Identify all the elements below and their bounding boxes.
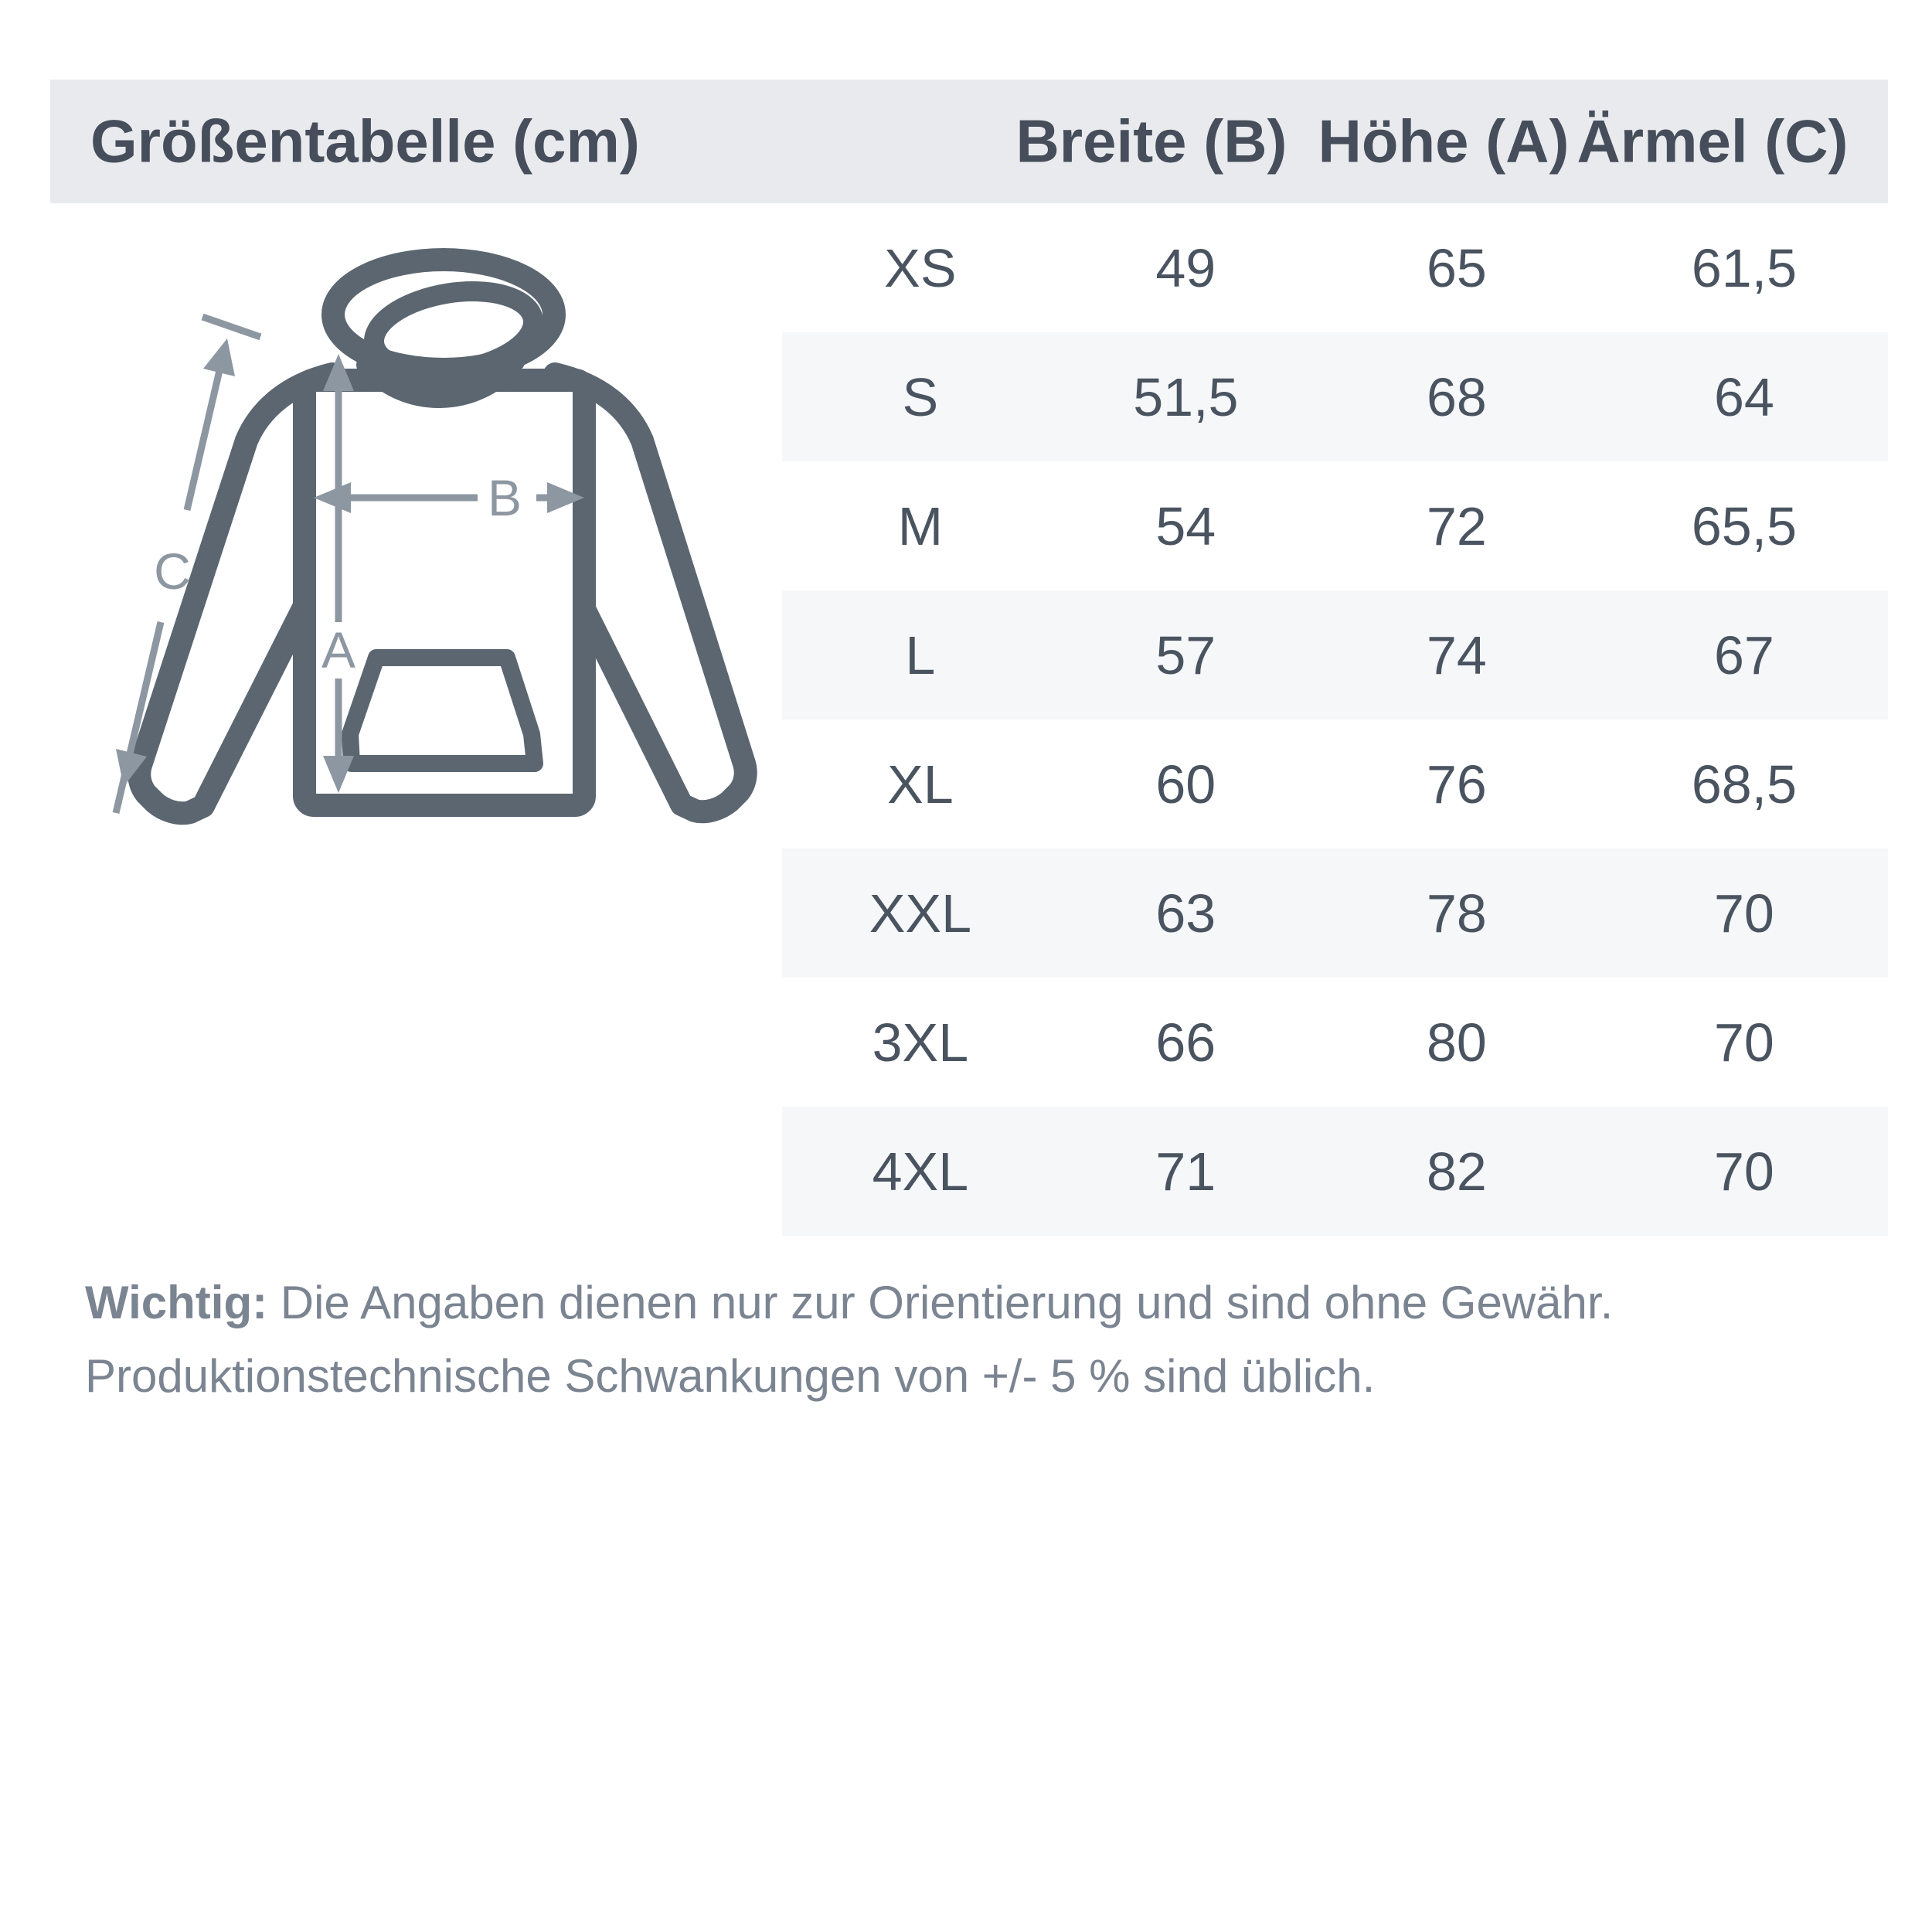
cell-aermel: 65,5 — [1691, 495, 1798, 556]
cell-breite: 66 — [1155, 1012, 1216, 1073]
table-row: L 57 74 67 — [782, 590, 1888, 719]
disclaimer-line1: Die Angaben dienen nur zur Orientierung … — [280, 1277, 1614, 1328]
cell-breite: 49 — [1155, 237, 1216, 298]
cell-size: 4XL — [872, 1141, 969, 1202]
size-table: XS 49 65 61,5 S 51,5 68 64 M 54 72 65,5 L 57 74 67 XL 60 7… — [782, 203, 1888, 1236]
dimension-c-arrow: C — [112, 313, 262, 815]
column-header-aermel: Ärmel (C) — [1577, 107, 1849, 175]
cell-aermel: 67 — [1714, 624, 1774, 685]
disclaimer-line2: Produktionstechnische Schwankungen von +… — [85, 1350, 1376, 1402]
cell-hoehe: 68 — [1426, 366, 1487, 427]
disclaimer-note: Wichtig: Die Angaben dienen nur zur Orie… — [85, 1266, 1870, 1413]
cell-hoehe: 82 — [1426, 1141, 1487, 1202]
table-row: XS 49 65 61,5 — [782, 203, 1888, 332]
cell-aermel: 70 — [1714, 1141, 1774, 1202]
table-row: 4XL 71 82 70 — [782, 1107, 1888, 1236]
cell-size: L — [905, 624, 936, 685]
cell-size: XL — [887, 753, 954, 815]
table-row: XL 60 76 68,5 — [782, 719, 1888, 849]
column-header-breite: Breite (B) — [1015, 107, 1287, 175]
table-row: 3XL 66 80 70 — [782, 978, 1888, 1107]
cell-aermel: 64 — [1714, 366, 1774, 427]
cell-size: XS — [884, 237, 957, 298]
cell-aermel: 61,5 — [1691, 237, 1798, 298]
table-header-bar: Größentabelle (cm) Breite (B) Höhe (A) Ä… — [50, 80, 1888, 203]
dimension-b-label: B — [488, 469, 522, 526]
cell-hoehe: 80 — [1426, 1012, 1487, 1073]
table-row: M 54 72 65,5 — [782, 461, 1888, 590]
cell-aermel: 70 — [1714, 883, 1774, 944]
cell-size: XXL — [869, 883, 972, 944]
cell-breite: 54 — [1155, 495, 1216, 556]
cell-hoehe: 74 — [1426, 624, 1487, 685]
cell-breite: 60 — [1155, 753, 1216, 815]
cell-size: M — [897, 495, 944, 556]
cell-hoehe: 72 — [1426, 495, 1487, 556]
cell-breite: 71 — [1155, 1141, 1216, 1202]
cell-aermel: 68,5 — [1691, 753, 1798, 815]
cell-breite: 51,5 — [1133, 366, 1239, 427]
cell-size: 3XL — [872, 1012, 969, 1073]
column-header-hoehe: Höhe (A) — [1318, 107, 1570, 175]
dimension-c-label: C — [154, 543, 191, 600]
hoodie-outline-icon — [128, 248, 757, 825]
cell-size: S — [902, 366, 939, 427]
cell-hoehe: 76 — [1426, 753, 1487, 815]
dimension-b-arrow: B — [314, 469, 584, 526]
cell-hoehe: 78 — [1426, 883, 1487, 944]
cell-breite: 63 — [1155, 883, 1216, 944]
table-row: XXL 63 78 70 — [782, 849, 1888, 978]
table-row: S 51,5 68 64 — [782, 332, 1888, 461]
dimension-a-label: A — [321, 621, 355, 679]
cell-hoehe: 65 — [1426, 237, 1487, 298]
hoodie-measurement-diagram: A B C — [112, 248, 757, 825]
disclaimer-bold-label: Wichtig: — [85, 1277, 268, 1328]
cell-breite: 57 — [1155, 624, 1216, 685]
page-title: Größentabelle (cm) — [90, 107, 640, 175]
cell-aermel: 70 — [1714, 1012, 1774, 1073]
